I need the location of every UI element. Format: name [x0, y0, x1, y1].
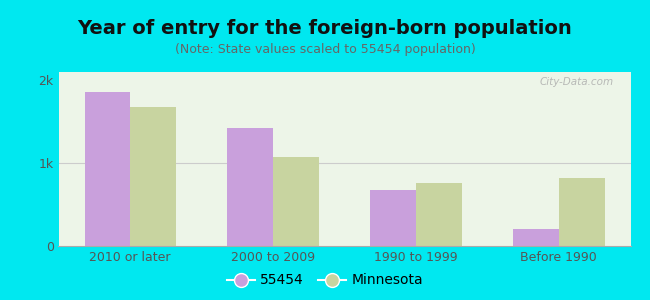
Bar: [370, 190, 416, 246]
Bar: [513, 229, 559, 246]
Bar: [84, 92, 130, 246]
Text: Year of entry for the foreign-born population: Year of entry for the foreign-born popul…: [77, 20, 573, 38]
Text: (Note: State values scaled to 55454 population): (Note: State values scaled to 55454 popu…: [175, 44, 475, 56]
Bar: [273, 157, 318, 246]
Legend: 55454, Minnesota: 55454, Minnesota: [222, 268, 428, 293]
Bar: [416, 183, 462, 246]
Bar: [227, 128, 273, 246]
Bar: [559, 178, 604, 246]
Bar: [130, 107, 176, 246]
Text: City-Data.com: City-Data.com: [540, 77, 614, 87]
